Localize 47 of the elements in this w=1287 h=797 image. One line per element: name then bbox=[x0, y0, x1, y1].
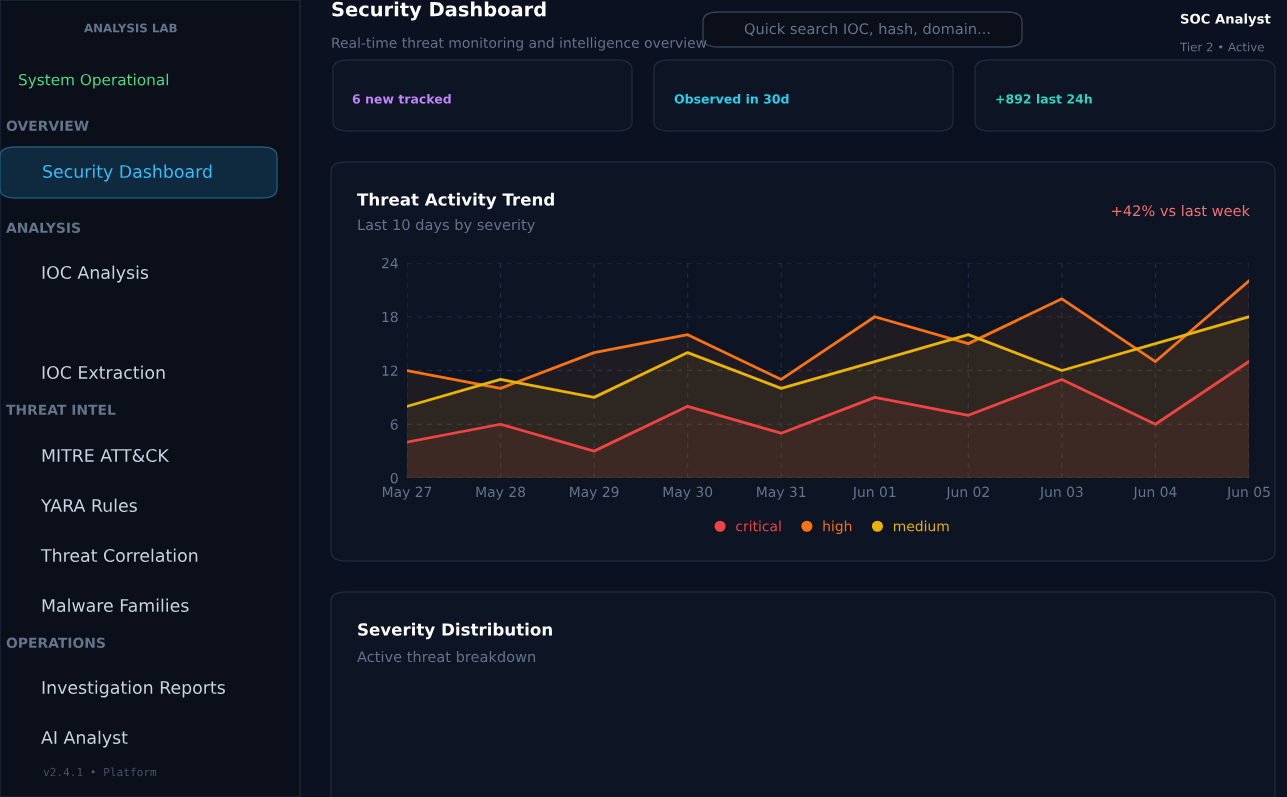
y-tick-label: 24 bbox=[382, 257, 398, 269]
x-tick-label: Jun 02 bbox=[945, 486, 989, 500]
x-tick-label: Jun 01 bbox=[852, 486, 896, 500]
text: v2.4.1 • Platform bbox=[43, 767, 157, 777]
text: SOC Analyst bbox=[1180, 13, 1271, 27]
text: OVERVIEW bbox=[6, 120, 89, 132]
x-tick-label: Jun 03 bbox=[1039, 486, 1083, 500]
chart-subtitle: Last 10 days by severity bbox=[358, 218, 535, 234]
chart-title: Threat Activity Trend bbox=[357, 192, 554, 210]
text: Threat Correlation bbox=[40, 548, 198, 563]
x-tick-label: May 28 bbox=[476, 486, 526, 500]
text: Malware Families bbox=[42, 598, 189, 613]
x-tick-label: May 30 bbox=[663, 486, 713, 500]
y-tick-label: 6 bbox=[390, 419, 398, 430]
y-tick-label: 18 bbox=[382, 311, 398, 323]
y-tick-label: 0 bbox=[390, 472, 398, 484]
text: Tier 2 • Active bbox=[1179, 42, 1264, 52]
text: Real-time threat monitoring and intelligence overview bbox=[332, 37, 707, 51]
text: OPERATIONS bbox=[6, 637, 105, 649]
y-tick-label: 12 bbox=[382, 365, 398, 376]
text: +42% vs last week bbox=[1112, 204, 1250, 217]
text: Security Dashboard bbox=[43, 164, 212, 182]
legend-label: medium bbox=[893, 520, 949, 532]
text: System Operational bbox=[19, 73, 169, 89]
text: IOC Extraction bbox=[42, 365, 165, 380]
x-tick-label: May 29 bbox=[570, 486, 619, 500]
text: THREAT INTEL bbox=[6, 404, 116, 415]
text: AI Analyst bbox=[41, 730, 128, 748]
text: MITRE ATT&CK bbox=[42, 448, 170, 463]
text: +892 last 24h bbox=[996, 93, 1092, 104]
text: IOC Analysis bbox=[42, 265, 149, 283]
text: Investigation Reports bbox=[42, 680, 225, 698]
text: YARA Rules bbox=[40, 498, 137, 513]
x-tick-label: May 27 bbox=[382, 486, 432, 500]
text: Observed in 30d bbox=[674, 93, 789, 104]
text: ANALYSIS bbox=[6, 222, 81, 234]
x-tick-label: May 31 bbox=[757, 486, 806, 500]
text: ANALYSIS LAB bbox=[84, 23, 177, 33]
x-tick-label: Jun 04 bbox=[1132, 486, 1177, 500]
text: Security Dashboard bbox=[332, 1, 546, 21]
text: Active threat breakdown bbox=[357, 650, 536, 663]
x-tick-label: Jun 05 bbox=[1226, 486, 1270, 500]
text: 6 new tracked bbox=[352, 93, 451, 104]
text: Quick search IOC, hash, domain... bbox=[744, 22, 990, 36]
legend-label: critical bbox=[736, 520, 781, 532]
legend-label: high bbox=[823, 520, 852, 535]
text: Severity Distribution bbox=[358, 622, 552, 640]
